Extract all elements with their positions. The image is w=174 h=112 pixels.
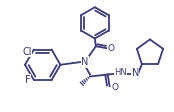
Text: F: F	[25, 75, 31, 85]
Text: N: N	[132, 68, 139, 78]
Text: HN: HN	[114, 68, 127, 77]
Text: O: O	[107, 44, 114, 53]
Text: O: O	[111, 83, 118, 92]
Text: N: N	[81, 57, 89, 67]
Text: Cl: Cl	[22, 46, 32, 57]
